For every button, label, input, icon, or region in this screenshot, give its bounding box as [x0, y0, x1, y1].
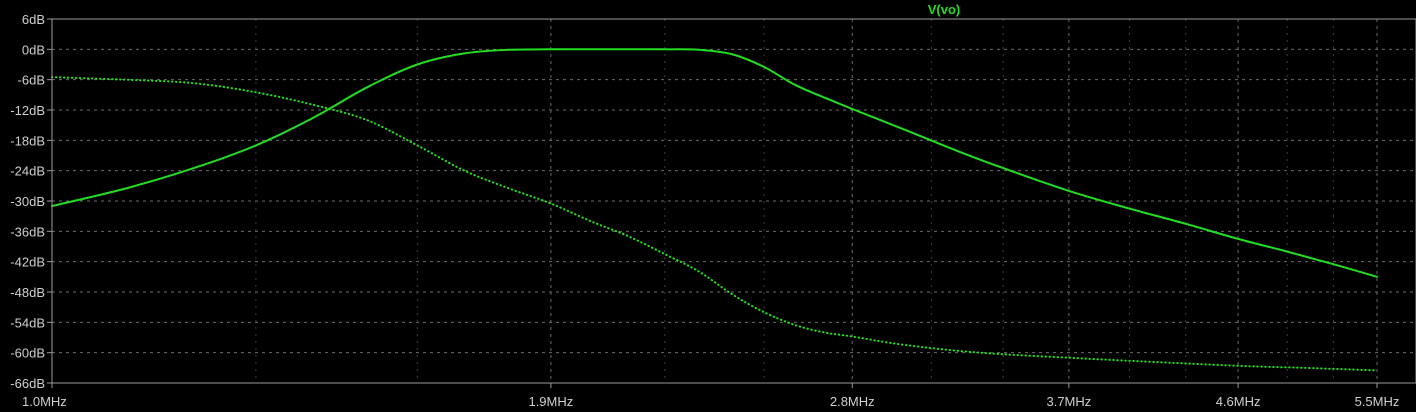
y-tick-label: 6dB [22, 12, 45, 27]
y-tick-label: -66dB [10, 376, 45, 391]
y-axis-tick-labels: 6dB 0dB -6dB -12dB -18dB -24dB -30dB -36dB -42dB… [10, 12, 45, 391]
grid [47, 18, 1416, 388]
x-tick-label: 3.7MHz [1046, 394, 1091, 409]
y-tick-label: -48dB [10, 285, 45, 300]
y-tick-label: 0dB [22, 42, 45, 57]
y-tick-label: -18dB [10, 133, 45, 148]
x-tick-label: 1.0MHz [22, 394, 67, 409]
y-tick-label: -36dB [10, 224, 45, 239]
y-tick-label: -24dB [10, 164, 45, 179]
y-tick-label: -30dB [10, 194, 45, 209]
magnitude-trace [51, 48, 1378, 278]
y-tick-label: -42dB [10, 255, 45, 270]
x-tick-label: 1.9MHz [528, 394, 573, 409]
x-tick-label: 2.8MHz [830, 394, 875, 409]
traces [51, 48, 1378, 372]
y-tick-label: -6dB [18, 73, 45, 88]
legend-entry: V(vo) [928, 2, 961, 17]
y-tick-label: -54dB [10, 315, 45, 330]
plot-frame [51, 18, 1416, 384]
x-tick-label: 4.6MHz [1216, 394, 1261, 409]
legend: V(vo) [928, 2, 961, 17]
x-axis-tick-labels: 1.0MHz 1.9MHz 2.8MHz 3.7MHz 4.6MHz 5.5MHz [22, 394, 1399, 409]
phase-trace [51, 76, 1378, 372]
y-tick-label: -60dB [10, 346, 45, 361]
y-tick-label: -12dB [10, 103, 45, 118]
x-tick-label: 5.5MHz [1355, 394, 1400, 409]
